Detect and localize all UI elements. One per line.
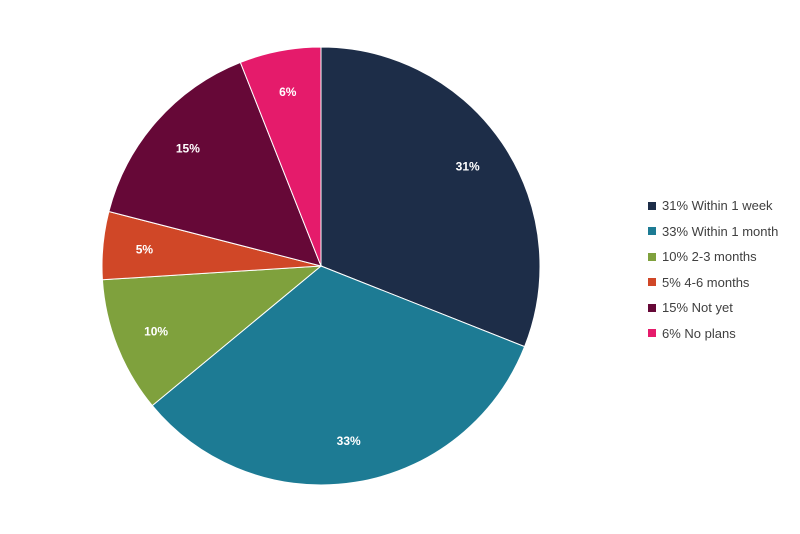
- pie-slice-within-1-month: [151, 265, 526, 486]
- pie-slice-within-1-week: [320, 46, 541, 348]
- data-label-not-yet: 15%: [176, 142, 200, 156]
- legend-swatch: [648, 227, 656, 236]
- pie-slices: [101, 46, 541, 486]
- legend-label: 15% Not yet: [662, 300, 733, 316]
- pie-data-labels: 31% 33% 10% 5% 15% 6%: [136, 85, 480, 448]
- legend-label: 5% 4-6 months: [662, 274, 750, 290]
- data-label-no-plans: 6%: [279, 85, 297, 99]
- legend-item-4-6-months: 5% 4-6 months: [648, 270, 778, 296]
- legend-label: 33% Within 1 month: [662, 223, 779, 239]
- chart-legend: 31% Within 1 week 33% Within 1 month 10% 2…: [648, 193, 778, 346]
- legend-label: 6% No plans: [662, 325, 736, 341]
- legend-item-2-3-months: 10% 2-3 months: [648, 244, 778, 270]
- data-label-4-6-months: 5%: [136, 242, 154, 256]
- data-label-within-1-month: 33%: [337, 434, 361, 448]
- legend-item-no-plans: 6% No plans: [648, 321, 778, 347]
- pie-slice-no-plans: [239, 46, 322, 267]
- legend-item-within-1-month: 33% Within 1 month: [648, 219, 778, 245]
- legend-swatch: [648, 278, 656, 287]
- legend-item-not-yet: 15% Not yet: [648, 295, 778, 321]
- data-label-within-1-week: 31%: [456, 159, 480, 173]
- legend-label: 10% 2-3 months: [662, 249, 757, 265]
- legend-item-within-1-week: 31% Within 1 week: [648, 193, 778, 219]
- legend-swatch: [648, 303, 656, 312]
- pie-slice-2-3-months: [101, 265, 323, 407]
- data-label-2-3-months: 10%: [144, 324, 168, 338]
- legend-swatch: [648, 201, 656, 210]
- legend-label: 31% Within 1 week: [662, 198, 773, 214]
- legend-swatch: [648, 329, 656, 338]
- pie-slice-not-yet: [108, 61, 322, 267]
- legend-swatch: [648, 252, 656, 261]
